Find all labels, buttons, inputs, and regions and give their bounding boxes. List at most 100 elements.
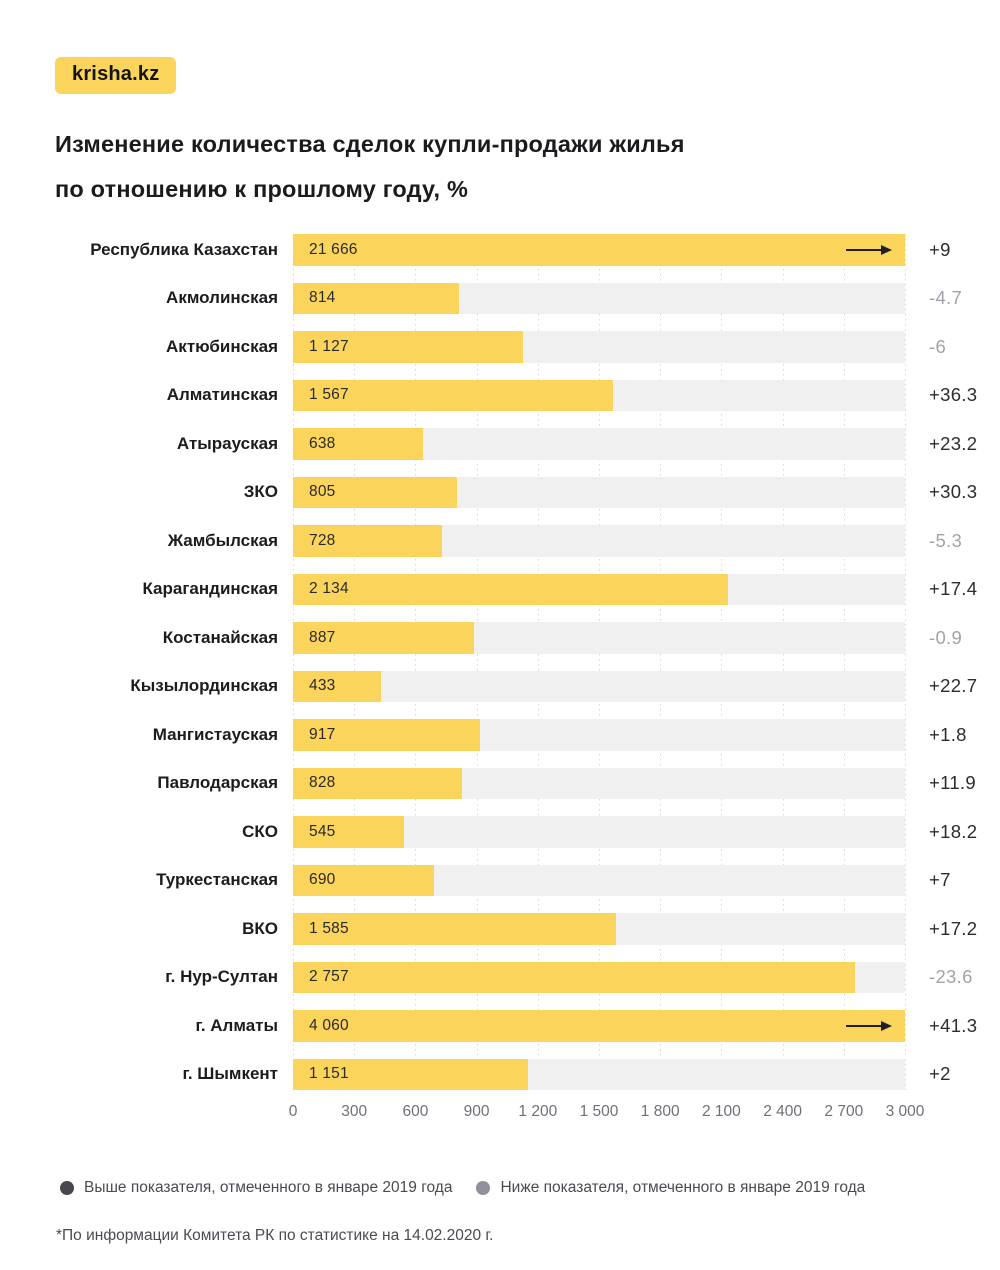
- x-axis-tick: 2 700: [824, 1103, 864, 1120]
- x-axis-tick: 900: [463, 1103, 490, 1120]
- pct-change-label: -4.7: [929, 287, 963, 309]
- bar-value-label: 917: [309, 725, 336, 743]
- chart-row: Алматинская 1 567 +36.3: [55, 379, 995, 411]
- chart-row: Мангистауская 917 +1.8: [55, 719, 995, 751]
- region-label: СКО: [242, 821, 278, 841]
- bar-track: 805: [293, 476, 905, 508]
- bar-track: 2 134: [293, 573, 905, 605]
- bar-track: 1 567: [293, 379, 905, 411]
- region-label: г. Нур-Султан: [165, 967, 278, 987]
- legend-item-label: Ниже показателя, отмеченного в январе 20…: [500, 1179, 866, 1196]
- bar-track: 1 585: [293, 913, 905, 945]
- pct-change-label: +36.3: [929, 384, 978, 406]
- region-label: Республика Казахстан: [90, 239, 278, 259]
- bar-value-label: 21 666: [309, 240, 358, 258]
- pct-change-label: -23.6: [929, 966, 973, 988]
- x-axis-tick: 0: [288, 1103, 298, 1120]
- bar-track: 433: [293, 670, 905, 702]
- bar-track: 4 060: [293, 1010, 905, 1042]
- chart-title-line1: Изменение количества сделок купли-продаж…: [55, 131, 685, 157]
- bar-track: 728: [293, 525, 905, 557]
- bar-value-label: 805: [309, 483, 336, 501]
- bar: 433: [293, 670, 382, 702]
- region-label: Павлодарская: [157, 773, 278, 793]
- x-axis-tick: 2 100: [701, 1103, 741, 1120]
- pct-change-label: +23.2: [929, 432, 978, 454]
- bar: 690: [293, 864, 434, 896]
- bar-track: 887: [293, 622, 905, 654]
- bar-value-label: 814: [309, 289, 336, 307]
- region-label: Костанайская: [162, 627, 278, 647]
- bar: 887: [293, 622, 474, 654]
- pct-change-label: -6: [929, 335, 947, 357]
- region-label: ЗКО: [243, 482, 278, 502]
- pct-change-label: +17.4: [929, 578, 978, 600]
- pct-change-label: +30.3: [929, 481, 978, 503]
- bar-value-label: 828: [309, 774, 336, 792]
- pct-change-label: +18.2: [929, 820, 978, 842]
- region-label: Атырауская: [176, 433, 278, 453]
- krisha-logo: krisha.kz: [55, 57, 177, 94]
- bar: 638: [293, 428, 424, 460]
- chart-row: Карагандинская 2 134 +17.4: [55, 573, 995, 605]
- region-label: Кызылординская: [130, 676, 278, 696]
- pct-change-label: +9: [929, 238, 951, 260]
- chart-row: г. Шымкент 1 151 +2: [55, 1058, 995, 1090]
- bar-track: 2 757: [293, 961, 905, 993]
- bar: 728: [293, 525, 442, 557]
- pct-change-label: +22.7: [929, 675, 978, 697]
- chart-row: Туркестанская 690 +7: [55, 864, 995, 896]
- chart-row: Актюбинская 1 127 -6: [55, 331, 995, 363]
- bar-value-label: 1 151: [309, 1065, 349, 1083]
- region-label: Акмолинская: [166, 288, 278, 308]
- bar-track: 828: [293, 767, 905, 799]
- bar-value-label: 690: [309, 871, 336, 889]
- legend-dot-icon: [476, 1181, 491, 1195]
- pct-change-label: +41.3: [929, 1014, 978, 1036]
- region-label: Актюбинская: [166, 336, 278, 356]
- bar: 805: [293, 476, 458, 508]
- chart-row: Павлодарская 828 +11.9: [55, 767, 995, 799]
- region-label: Туркестанская: [156, 870, 278, 890]
- x-axis-tick: 600: [402, 1103, 429, 1120]
- bar-track: 1 127: [293, 331, 905, 363]
- bar-track: 638: [293, 428, 905, 460]
- bar-value-label: 433: [309, 677, 336, 695]
- region-label: г. Шымкент: [182, 1064, 278, 1084]
- legend-item: Ниже показателя, отмеченного в январе 20…: [476, 1179, 865, 1197]
- bar: 1 585: [293, 913, 617, 945]
- bar: 814: [293, 282, 460, 314]
- x-axis-tick: 1 500: [579, 1103, 619, 1120]
- pct-change-label: +1.8: [929, 723, 967, 745]
- bar: 2 134: [293, 573, 729, 605]
- bar: 4 060: [293, 1010, 905, 1042]
- bar: 1 567: [293, 379, 613, 411]
- legend-item: Выше показателя, отмеченного в январе 20…: [60, 1179, 452, 1197]
- legend: Выше показателя, отмеченного в январе 20…: [60, 1179, 995, 1197]
- source-footnote: *По информации Комитета РК по статистике…: [56, 1227, 494, 1244]
- bar-chart: Республика Казахстан 21 666 +9 Акмолинск…: [55, 234, 995, 1123]
- chart-row: Республика Казахстан 21 666 +9: [55, 234, 995, 266]
- bar-value-label: 887: [309, 628, 336, 646]
- chart-row: Жамбылская 728 -5.3: [55, 525, 995, 557]
- chart-rows: Республика Казахстан 21 666 +9 Акмолинск…: [55, 234, 995, 1090]
- chart-row: СКО 545 +18.2: [55, 816, 995, 848]
- pct-change-label: +7: [929, 869, 951, 891]
- x-axis: 0 300 600 900 1 200 1 500 1 800 2 100 2 400 2 700…: [289, 1103, 925, 1123]
- chart-row: Атырауская 638 +23.2: [55, 428, 995, 460]
- x-axis-tick: 2 400: [763, 1103, 802, 1120]
- bar-track: 21 666: [293, 234, 905, 266]
- chart-row: г. Алматы 4 060 +41.3: [55, 1010, 995, 1042]
- bar: 21 666: [293, 234, 905, 266]
- bar-track: 545: [293, 816, 905, 848]
- x-axis-tick: 3 000: [885, 1103, 925, 1120]
- bar-track: 814: [293, 282, 905, 314]
- bar: 1 151: [293, 1058, 528, 1090]
- bar-value-label: 1 585: [309, 919, 349, 937]
- bar-track: 917: [293, 719, 905, 751]
- x-axis-tick: 1 800: [640, 1103, 680, 1120]
- region-label: Карагандинская: [142, 579, 278, 599]
- region-label: Алматинская: [166, 385, 278, 405]
- bar-value-label: 638: [309, 434, 336, 452]
